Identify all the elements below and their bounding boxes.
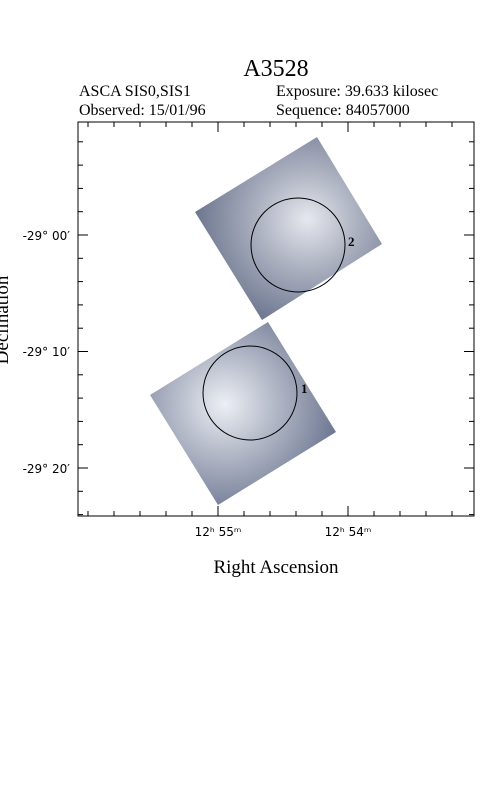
plot-frame <box>77 121 475 517</box>
ticks <box>78 122 474 516</box>
y-tick-label: -29° 00′ <box>23 229 71 243</box>
instrument: ASCA SIS0,SIS1 <box>79 83 191 100</box>
region-label: 1 <box>301 381 308 396</box>
x-tick-label: 12ʰ 54ᵐ <box>325 525 372 539</box>
image-tile <box>195 137 382 320</box>
sequence: Sequence: 84057000 <box>276 102 410 119</box>
y-tick-label: -29° 20′ <box>23 462 71 476</box>
region-circle <box>250 197 346 293</box>
image-tile <box>150 322 336 505</box>
y-axis-label: Declination <box>0 275 13 364</box>
region-label: 2 <box>348 234 355 249</box>
exposure: Exposure: 39.633 kilosec <box>276 83 438 100</box>
observed: Observed: 15/01/96 <box>79 102 206 119</box>
x-tick-label: 12ʰ 55ᵐ <box>195 525 242 539</box>
x-axis-label: Right Ascension <box>213 557 339 578</box>
title: A3528 <box>243 56 308 82</box>
region-circle <box>202 345 298 441</box>
y-tick-label: -29° 10′ <box>23 345 71 359</box>
